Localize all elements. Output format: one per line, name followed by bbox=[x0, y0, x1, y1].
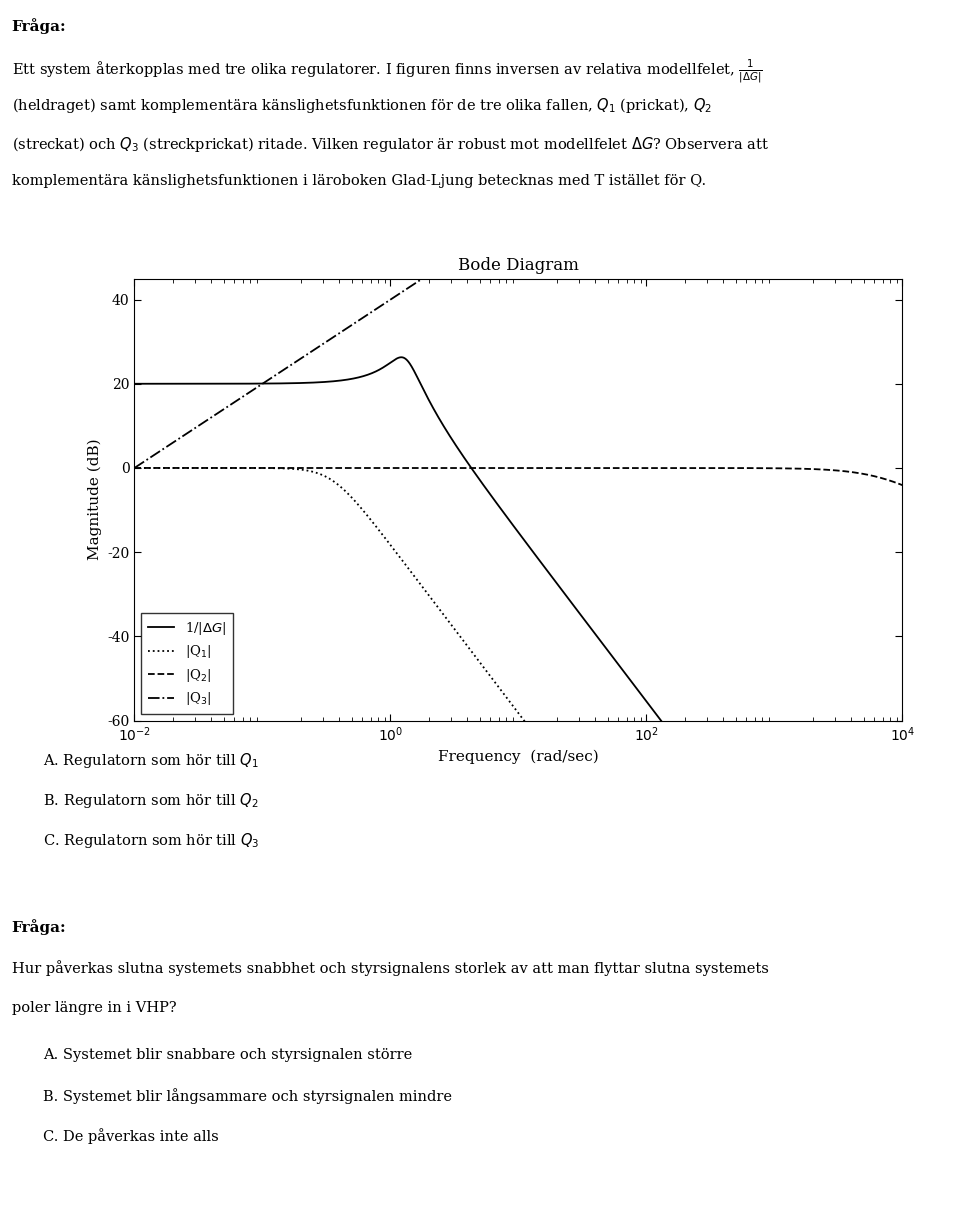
Text: (heldraget) samt komplementära känslighetsfunktionen för de tre olika fallen, $Q: (heldraget) samt komplementära känslighe… bbox=[12, 96, 711, 115]
|Q$_3$| bbox=[799, 22, 810, 36]
|Q$_1$| bbox=[218, 460, 229, 475]
|Q$_1$| bbox=[799, 1083, 810, 1097]
Line: |Q$_1$|: |Q$_1$| bbox=[134, 467, 902, 1211]
Y-axis label: Magnitude (dB): Magnitude (dB) bbox=[87, 438, 102, 561]
Line: 1/|$\Delta G$|: 1/|$\Delta G$| bbox=[134, 357, 902, 1038]
Legend: 1/|$\Delta G$|, |Q$_1$|, |Q$_2$|, |Q$_3$|: 1/|$\Delta G$|, |Q$_1$|, |Q$_2$|, |Q$_3$… bbox=[141, 613, 232, 714]
1/|$\Delta G$| bbox=[799, 902, 810, 917]
Text: poler längre in i VHP?: poler längre in i VHP? bbox=[12, 1000, 176, 1015]
1/|$\Delta G$| bbox=[897, 1031, 908, 1045]
1/|$\Delta G$| bbox=[216, 377, 228, 391]
Text: B. Regulatorn som hör till $Q_2$: B. Regulatorn som hör till $Q_2$ bbox=[43, 791, 259, 810]
Text: A. Regulatorn som hör till $Q_1$: A. Regulatorn som hör till $Q_1$ bbox=[43, 751, 259, 770]
Text: C. Regulatorn som hör till $Q_3$: C. Regulatorn som hör till $Q_3$ bbox=[43, 831, 259, 850]
|Q$_1$| bbox=[423, 589, 435, 603]
Text: B. Systemet blir långsammare och styrsignalen mindre: B. Systemet blir långsammare och styrsig… bbox=[43, 1087, 452, 1104]
Text: Fråga:: Fråga: bbox=[12, 919, 66, 935]
|Q$_2$| bbox=[129, 460, 140, 475]
1/|$\Delta G$| bbox=[129, 377, 140, 391]
1/|$\Delta G$| bbox=[423, 394, 435, 408]
|Q$_1$| bbox=[457, 632, 468, 647]
Text: A. Systemet blir snabbare och styrsignalen större: A. Systemet blir snabbare och styrsignal… bbox=[43, 1048, 413, 1062]
1/|$\Delta G$| bbox=[882, 1011, 894, 1026]
|Q$_3$| bbox=[262, 373, 274, 388]
|Q$_3$| bbox=[423, 266, 435, 281]
Text: C. De påverkas inte alls: C. De påverkas inte alls bbox=[43, 1127, 219, 1144]
|Q$_2$| bbox=[262, 460, 274, 475]
|Q$_2$| bbox=[799, 461, 810, 476]
|Q$_3$| bbox=[456, 245, 468, 259]
|Q$_2$| bbox=[423, 460, 435, 475]
X-axis label: Frequency  (rad/sec): Frequency (rad/sec) bbox=[438, 750, 599, 764]
|Q$_1$| bbox=[129, 460, 140, 475]
1/|$\Delta G$| bbox=[396, 350, 407, 365]
|Q$_1$| bbox=[882, 1192, 894, 1206]
|Q$_3$| bbox=[216, 403, 228, 418]
Text: komplementära känslighetsfunktionen i läroboken Glad-Ljung betecknas med T istäl: komplementära känslighetsfunktionen i lä… bbox=[12, 174, 706, 188]
1/|$\Delta G$| bbox=[262, 377, 274, 391]
|Q$_1$| bbox=[216, 460, 228, 475]
|Q$_2$| bbox=[216, 460, 228, 475]
Text: (streckat) och $Q_3$ (streckprickat) ritade. Vilken regulator är robust mot mode: (streckat) och $Q_3$ (streckprickat) rit… bbox=[12, 136, 769, 154]
Line: |Q$_3$|: |Q$_3$| bbox=[134, 0, 902, 467]
|Q$_1$| bbox=[262, 461, 274, 476]
Text: Hur påverkas slutna systemets snabbhet och styrsignalens storlek av att man flyt: Hur påverkas slutna systemets snabbhet o… bbox=[12, 960, 768, 976]
|Q$_2$| bbox=[897, 478, 908, 493]
Line: |Q$_2$|: |Q$_2$| bbox=[134, 467, 902, 486]
|Q$_2$| bbox=[881, 472, 893, 487]
|Q$_3$| bbox=[881, 0, 893, 2]
Text: Ett system återkopplas med tre olika regulatorer. I figuren finns inversen av re: Ett system återkopplas med tre olika reg… bbox=[12, 57, 762, 85]
|Q$_3$| bbox=[129, 460, 140, 475]
1/|$\Delta G$| bbox=[457, 448, 468, 463]
Title: Bode Diagram: Bode Diagram bbox=[458, 257, 579, 274]
Text: Fråga:: Fråga: bbox=[12, 18, 66, 34]
|Q$_2$| bbox=[456, 460, 468, 475]
